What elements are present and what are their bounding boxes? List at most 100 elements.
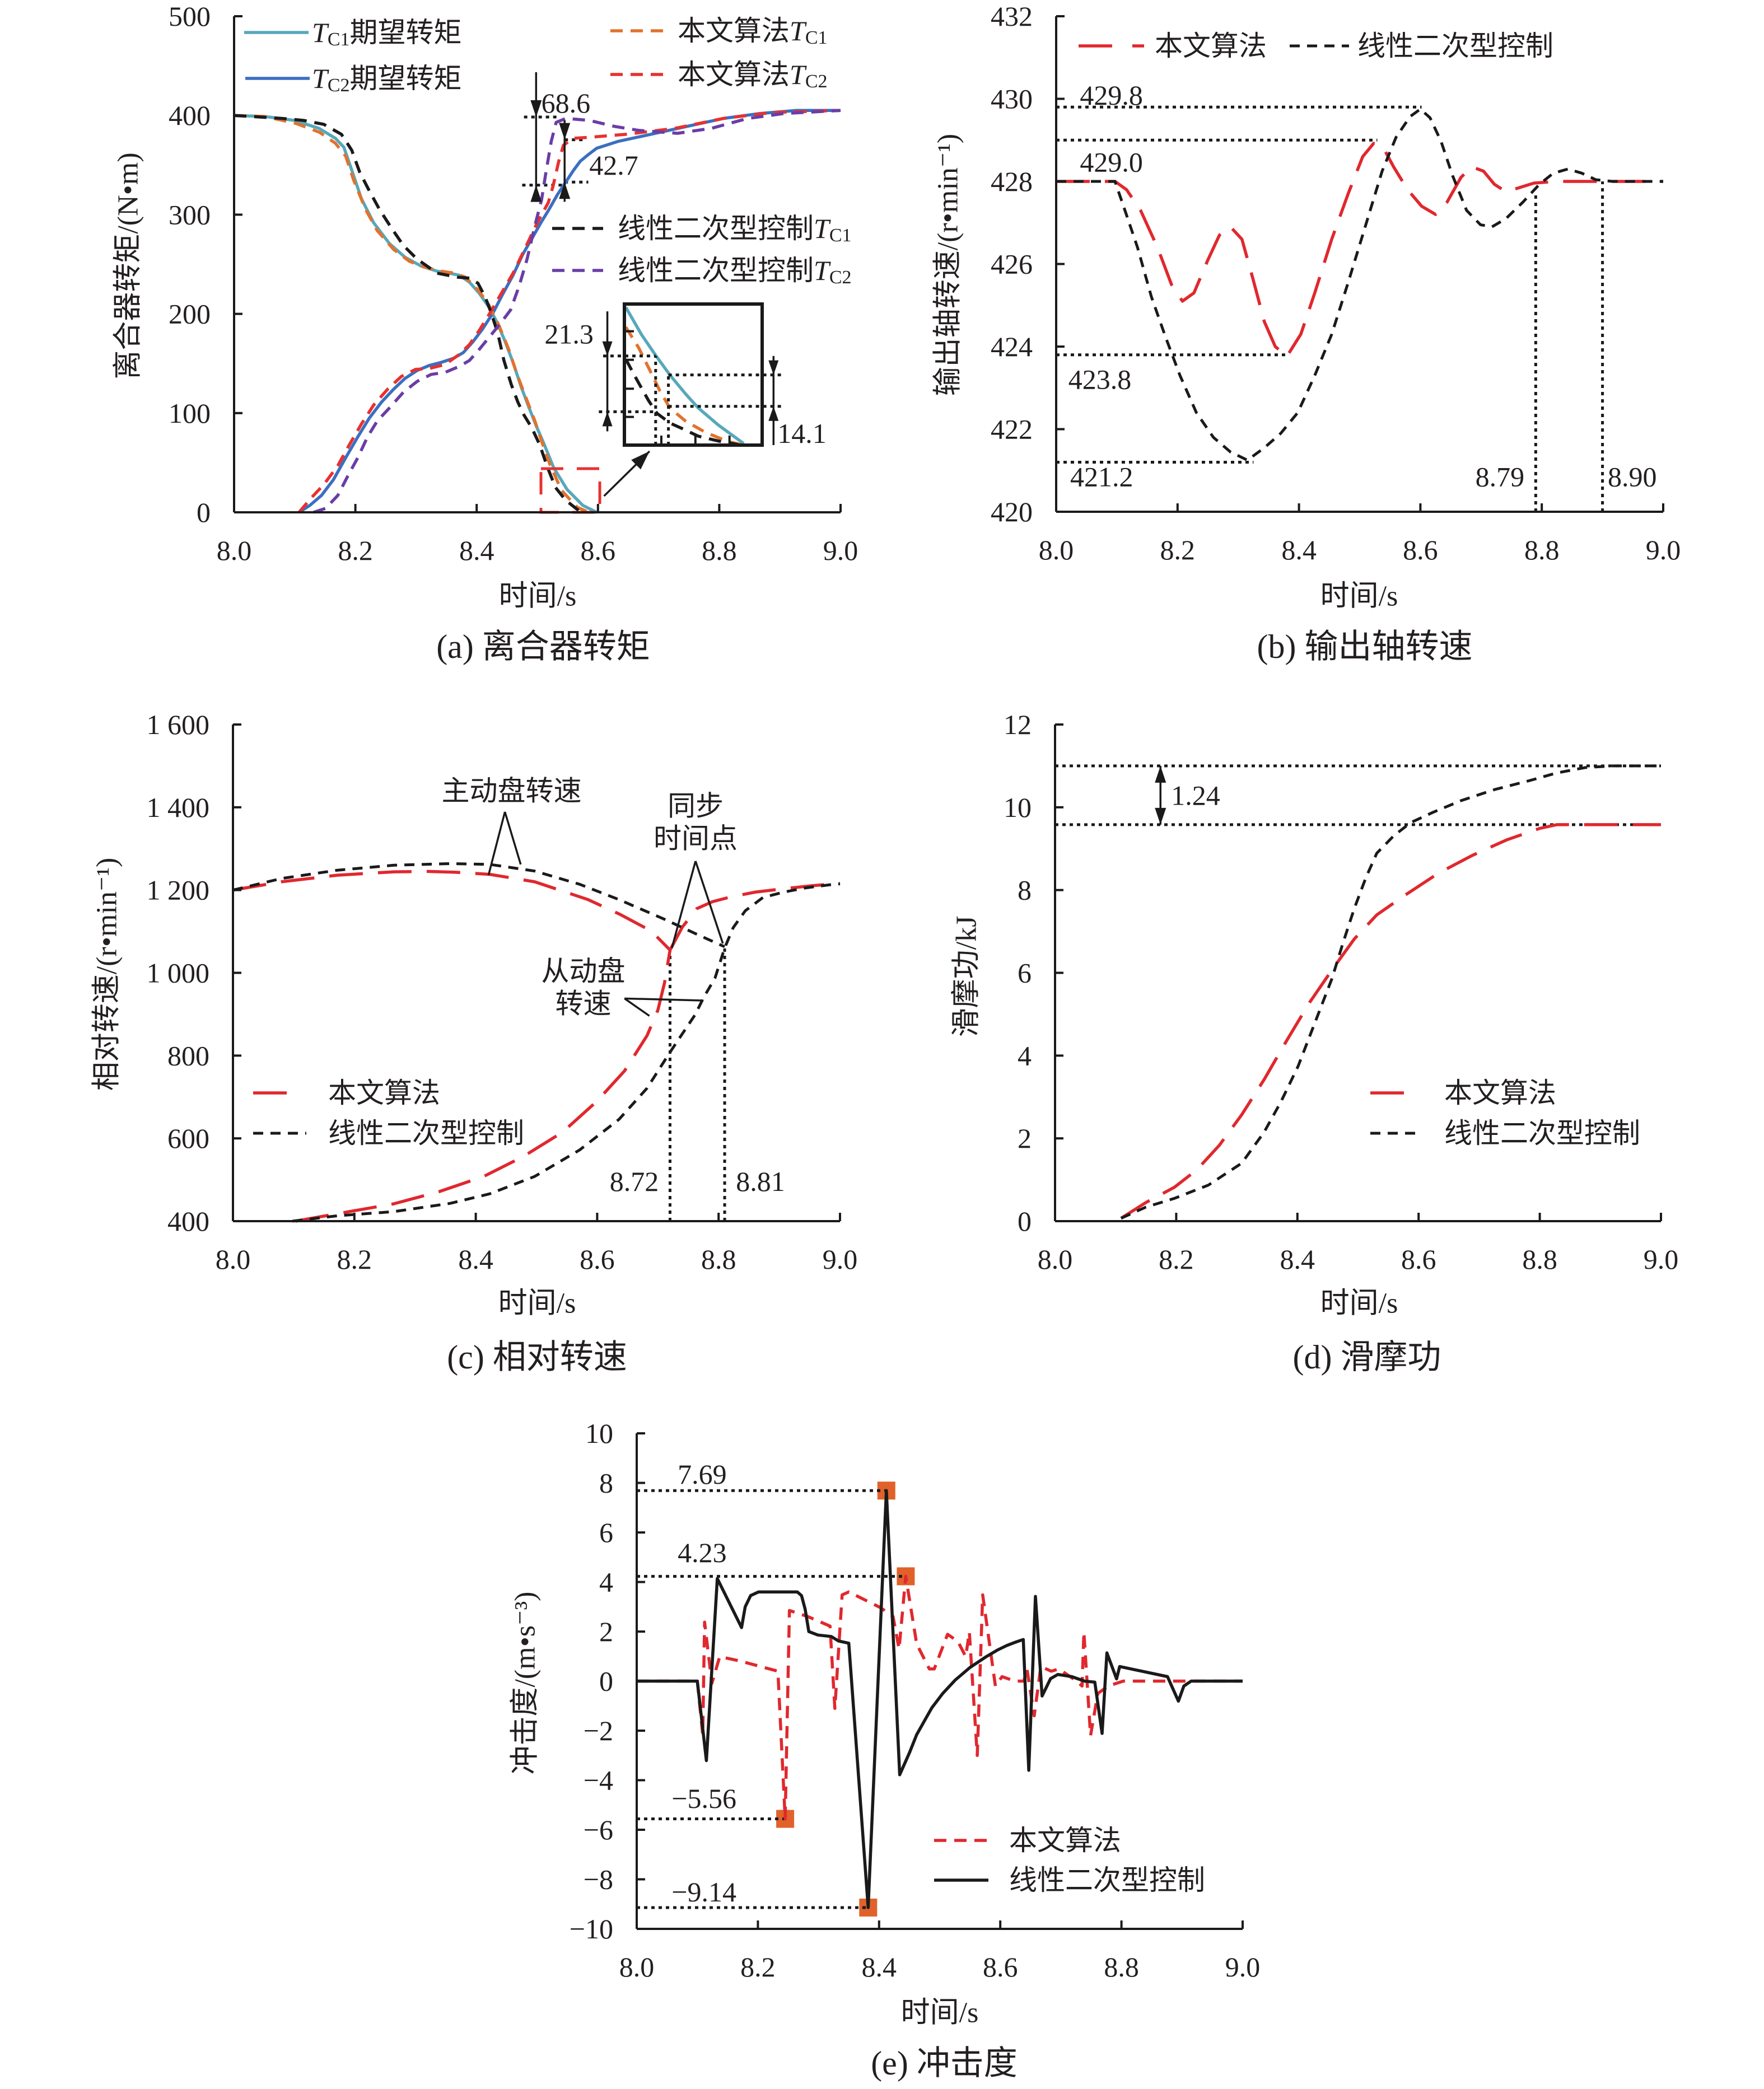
series-line <box>232 862 726 948</box>
arrow-down-icon <box>530 100 542 118</box>
callout-leader-line <box>624 997 650 1017</box>
legend-symbol: T <box>312 63 329 94</box>
y-tick-label: 800 <box>167 1040 209 1071</box>
x-axis-title: 时间/s <box>1320 581 1398 613</box>
arrow-up-icon <box>602 412 613 427</box>
legend-symbol: T <box>814 255 831 286</box>
y-tick-label: 300 <box>169 199 211 230</box>
arrow-up-icon <box>559 182 571 199</box>
x-axis-title: 时间/s <box>901 1997 979 2029</box>
x-tick-label: 8.4 <box>1280 1244 1315 1275</box>
x-tick-label: 9.0 <box>823 1244 858 1275</box>
inset-annotation-label: 21.3 <box>544 318 594 349</box>
x-axis-title: 时间/s <box>499 581 577 613</box>
y-tick-label: 8 <box>599 1468 613 1499</box>
x-tick-label: 8.8 <box>702 535 737 566</box>
zoom-region-box <box>539 467 601 514</box>
annotation-label: 429.8 <box>1080 80 1143 111</box>
x-tick-label: 8.2 <box>1159 1244 1194 1275</box>
y-tick-label: 2 <box>599 1616 613 1647</box>
series-line <box>1120 823 1661 1220</box>
series-line <box>637 1489 1243 1909</box>
callout-text: 主动盘转速 <box>442 775 582 806</box>
x-tick-label: 8.0 <box>1038 1244 1073 1275</box>
inset-series-line <box>624 326 744 445</box>
chart-panel-e: 8.0 8.2 8.4 8.6 8.8 9.0 −10 −8 −6 −4 −2 0 2 4 6 8 10 时间/s… <box>510 1418 1261 2082</box>
y-tick-label: 432 <box>991 1 1033 32</box>
callout-leader-line <box>694 861 724 944</box>
x-tick-label: 8.2 <box>337 1244 372 1275</box>
y-tick-label: 6 <box>599 1517 613 1548</box>
y-tick-label: −8 <box>584 1864 613 1895</box>
series-line <box>234 114 598 514</box>
x-tick-label: 8.4 <box>1281 534 1317 566</box>
y-tick-label: −6 <box>584 1814 613 1845</box>
y-tick-label: 0 <box>1018 1205 1032 1237</box>
callout-text: 时间点 <box>654 822 738 854</box>
y-tick-label: 600 <box>167 1123 209 1154</box>
legend-label: 本文算法 <box>328 1077 440 1109</box>
legend-label: TC2期望转矩 <box>312 63 462 96</box>
legend-subscript: C2 <box>328 75 350 96</box>
x-tick-label: 8.6 <box>580 1244 615 1275</box>
y-tick-label: 1 000 <box>147 957 210 989</box>
annotation-label: 1.24 <box>1171 779 1220 811</box>
arrow-up-icon <box>768 406 779 421</box>
x-tick-label: 9.0 <box>823 535 858 566</box>
legend-symbol: T <box>790 59 807 90</box>
y-tick-label: 400 <box>167 1205 209 1237</box>
callout-text: 从动盘 <box>541 955 625 987</box>
legend-text: 本文算法 <box>328 1077 440 1109</box>
callout-text: 转速 <box>555 988 611 1019</box>
y-tick-label: 6 <box>1018 957 1032 989</box>
legend-label: 本文算法 <box>1009 1825 1121 1856</box>
legend-text: 线性二次型控制 <box>1357 30 1553 62</box>
legend-subscript: C2 <box>805 71 828 92</box>
series-line <box>1056 108 1663 462</box>
legend-text: 本文算法 <box>1009 1825 1121 1856</box>
legend-text: 本文算法 <box>678 59 790 90</box>
y-tick-label: 500 <box>169 1 211 32</box>
legend-text: 期望转矩 <box>350 63 462 94</box>
y-tick-label: 200 <box>169 298 211 330</box>
legend-item: 线性二次型控制TC2 <box>552 255 852 288</box>
legend-text: 线性二次型控制 <box>618 213 814 244</box>
legend-label: 线性二次型控制TC1 <box>618 213 852 246</box>
callout-leader-line <box>624 997 704 1002</box>
y-tick-label: 1 200 <box>147 875 210 906</box>
arrow-down-icon <box>602 341 613 356</box>
legend-text: 线性二次型控制 <box>1444 1118 1640 1149</box>
chart-caption: (e) 冲击度 <box>871 2045 1018 2082</box>
x-tick-label: 9.0 <box>1644 1244 1679 1275</box>
y-axis-title: 滑摩功/kJ <box>951 916 983 1038</box>
x-tick-label: 9.0 <box>1225 1951 1261 1983</box>
y-tick-label: 100 <box>169 398 211 429</box>
legend-item: 线性二次型控制TC1 <box>552 213 852 246</box>
series-line <box>297 109 841 513</box>
legend-subscript: C2 <box>829 267 852 288</box>
legend-text: 期望转矩 <box>350 17 462 48</box>
x-tick-label: 8.0 <box>619 1951 655 1983</box>
legend-label: 本文算法TC1 <box>678 15 828 48</box>
arrow-up-icon <box>1155 765 1166 783</box>
legend-item: 本文算法 <box>934 1825 1121 1856</box>
series-line <box>295 950 672 1223</box>
legend-text: 本文算法 <box>1155 30 1267 62</box>
legend-symbol: T <box>790 15 807 46</box>
annotation-label: 423.8 <box>1068 363 1132 395</box>
annotation-label: 8.81 <box>736 1166 785 1197</box>
y-tick-label: 428 <box>991 166 1033 197</box>
y-tick-label: 4 <box>599 1567 613 1598</box>
legend-label: 线性二次型控制 <box>1444 1118 1640 1149</box>
inset-series-group <box>624 306 745 445</box>
series-line <box>669 882 841 951</box>
legend-text: 线性二次型控制 <box>618 255 814 286</box>
legend-subscript: C1 <box>328 29 350 50</box>
y-tick-label: 0 <box>197 497 211 528</box>
legend-item: 本文算法TC1 <box>610 15 828 48</box>
arrow-up-icon <box>530 185 542 202</box>
